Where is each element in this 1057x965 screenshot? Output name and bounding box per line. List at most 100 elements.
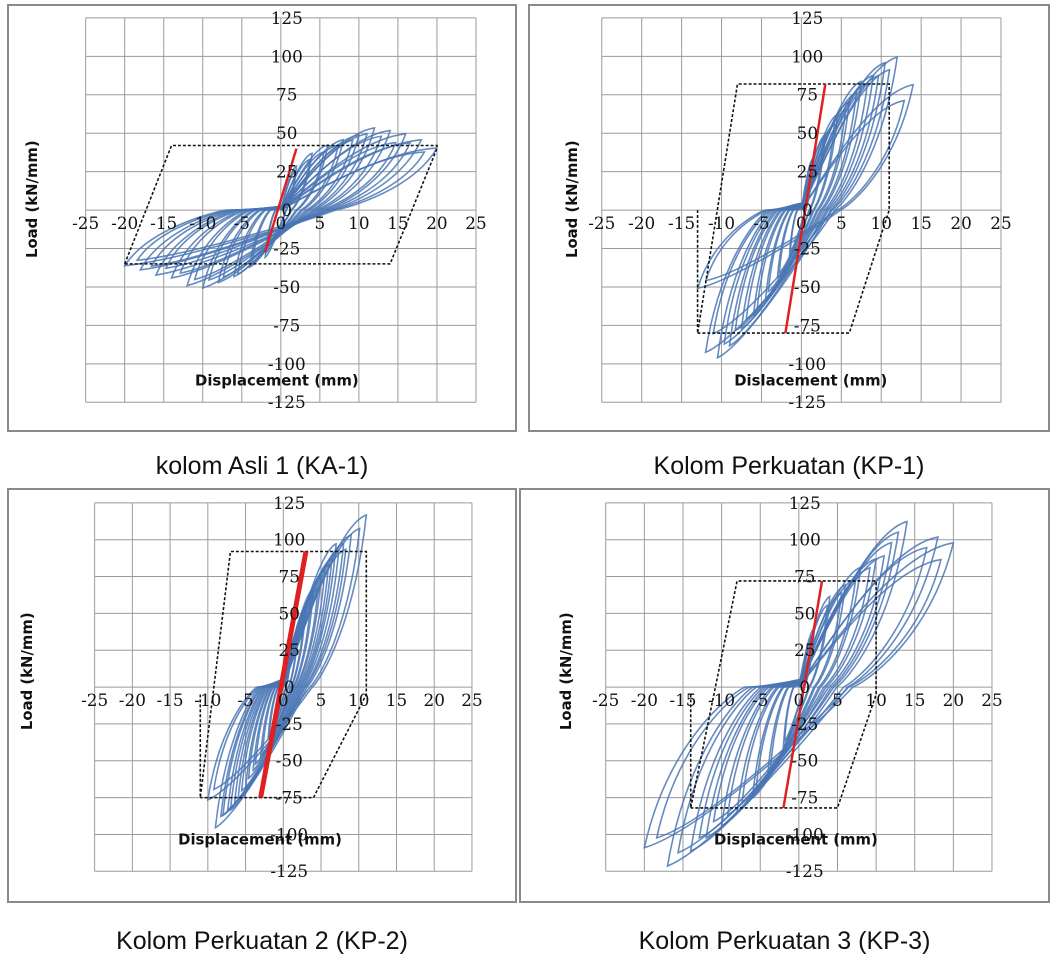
x-tick-label: 0 xyxy=(275,213,286,233)
y-tick-label: 75 xyxy=(279,566,300,586)
bilinear-envelope-kp1 xyxy=(696,83,891,334)
x-tick-label: 10 xyxy=(865,690,886,710)
y-tick-label: 25 xyxy=(276,162,297,182)
bilinear-envelope-kp3 xyxy=(689,580,877,809)
x-tick-label: 20 xyxy=(426,213,447,233)
hysteresis-loop xyxy=(666,536,939,868)
y-tick-label: 75 xyxy=(276,85,297,105)
hysteresis-loop xyxy=(212,527,361,791)
x-tick-label: 5 xyxy=(314,213,325,233)
x-tick-label: 25 xyxy=(990,213,1011,233)
x-tick-label: -20 xyxy=(628,213,655,233)
bilinear-envelope-ka1 xyxy=(123,144,438,265)
x-tick-label: -20 xyxy=(119,690,146,710)
bilinear-envelope-kp2 xyxy=(199,550,368,799)
x-tick-label: 20 xyxy=(950,213,971,233)
hysteresis-loop xyxy=(677,546,928,854)
x-tick-label: -25 xyxy=(81,690,108,710)
y-tick-label: 50 xyxy=(797,123,818,143)
x-tick-label: 25 xyxy=(465,213,486,233)
hysteresis-loop xyxy=(712,554,886,823)
y-tick-label: -25 xyxy=(273,238,300,258)
y-tick-label: -50 xyxy=(273,277,300,297)
x-tick-label: 10 xyxy=(348,690,369,710)
x-tick-label: -5 xyxy=(237,690,253,710)
hysteresis-loop xyxy=(789,158,814,254)
x-axis-label: Displacement (mm) xyxy=(714,831,878,849)
initial-stiffness-line-kp1 xyxy=(784,83,827,334)
x-tick-label: 15 xyxy=(910,213,931,233)
y-tick-label: -125 xyxy=(270,861,308,881)
y-tick-label: -100 xyxy=(788,354,826,374)
y-tick-label: 0 xyxy=(802,200,813,220)
hysteresis-loops-kp1 xyxy=(696,56,915,360)
x-tick-label: -20 xyxy=(111,213,138,233)
x-tick-label: 10 xyxy=(348,213,369,233)
chart-panel-kp1: 125 100 75 50 25 0 -25 -50 -75 -100 -125 -25 -20 -15-… xyxy=(528,4,1050,432)
x-tick-label: 15 xyxy=(386,690,407,710)
x-tick-label: 0 xyxy=(794,690,805,710)
y-tick-label: 75 xyxy=(797,85,818,105)
y-tick-label: 25 xyxy=(794,640,815,660)
caption-kp1: Kolom Perkuatan (KP-1) xyxy=(653,452,925,480)
y-axis-label: Load (kN/mm) xyxy=(557,612,575,730)
x-tick-label: 5 xyxy=(836,213,847,233)
y-tick-label: -100 xyxy=(270,824,308,844)
y-tick-label: -75 xyxy=(276,788,303,808)
x-tick-label: 25 xyxy=(981,690,1002,710)
caption-kp3: Kolom Perkuatan 3 (KP-3) xyxy=(638,927,931,955)
x-axis-label: Displacement (mm) xyxy=(195,371,359,389)
y-tick-label: -100 xyxy=(786,824,824,844)
x-tick-label: 25 xyxy=(461,690,482,710)
y-tick-label: -50 xyxy=(276,751,303,771)
y-tick-label: -25 xyxy=(276,714,303,734)
y-tick-label: 75 xyxy=(794,566,815,586)
x-tick-label: 5 xyxy=(316,690,327,710)
y-tick-label: -25 xyxy=(791,714,818,734)
x-tick-label: 5 xyxy=(832,690,843,710)
x-tick-label: -5 xyxy=(752,690,768,710)
hysteresis-loop xyxy=(219,547,347,818)
chart-panel-kp3: 125 100 75 50 25 0 -25 -50 -75 -100 -125 -25 -20 -15-… xyxy=(519,488,1050,903)
hysteresis-loops-ka1 xyxy=(123,126,439,290)
initial-stiffness-line-kp2 xyxy=(258,551,309,799)
y-tick-label: 125 xyxy=(789,493,821,513)
x-tick-label: -15 xyxy=(157,690,184,710)
y-axis-label: Load (kN/mm) xyxy=(563,140,581,258)
y-tick-label: -75 xyxy=(273,315,300,335)
x-tick-label: -25 xyxy=(588,213,615,233)
y-tick-label: -50 xyxy=(791,751,818,771)
y-tick-label: -125 xyxy=(786,861,824,881)
hysteresis-loops-kp2 xyxy=(206,513,368,830)
y-tick-label: 100 xyxy=(789,530,821,550)
hysteresis-loop xyxy=(696,83,915,290)
y-tick-label: 0 xyxy=(284,677,295,697)
x-tick-label: -10 xyxy=(708,690,735,710)
hysteresis-loop xyxy=(704,99,906,282)
y-axis-label: Load (kN/mm) xyxy=(18,612,36,730)
x-axis-label: Dislacement (mm) xyxy=(734,371,887,389)
x-tick-label: -25 xyxy=(592,690,619,710)
y-axis-label: Load (kN/mm) xyxy=(23,140,41,258)
y-tick-label: -50 xyxy=(794,277,821,297)
hysteresis-loops-kp3 xyxy=(643,520,955,868)
x-tick-label: 0 xyxy=(278,690,289,710)
y-tick-label: -125 xyxy=(788,392,826,412)
y-tick-label: 100 xyxy=(791,46,823,66)
hysteresis-loop xyxy=(769,604,829,772)
hysteresis-loop xyxy=(135,151,426,262)
y-tick-label: -125 xyxy=(268,392,306,412)
y-tick-label: 0 xyxy=(281,200,292,220)
y-tick-label: 125 xyxy=(271,8,303,28)
x-tick-label: 20 xyxy=(943,690,964,710)
x-tick-label: -10 xyxy=(189,213,216,233)
y-tick-label: 0 xyxy=(799,677,810,697)
y-tick-label: -75 xyxy=(794,315,821,335)
x-tick-label: -5 xyxy=(753,213,769,233)
x-tick-label: -15 xyxy=(668,213,695,233)
x-tick-label: 10 xyxy=(871,213,892,233)
initial-stiffness-line-kp3 xyxy=(782,580,824,809)
initial-stiffness-line-ka1 xyxy=(264,148,298,252)
